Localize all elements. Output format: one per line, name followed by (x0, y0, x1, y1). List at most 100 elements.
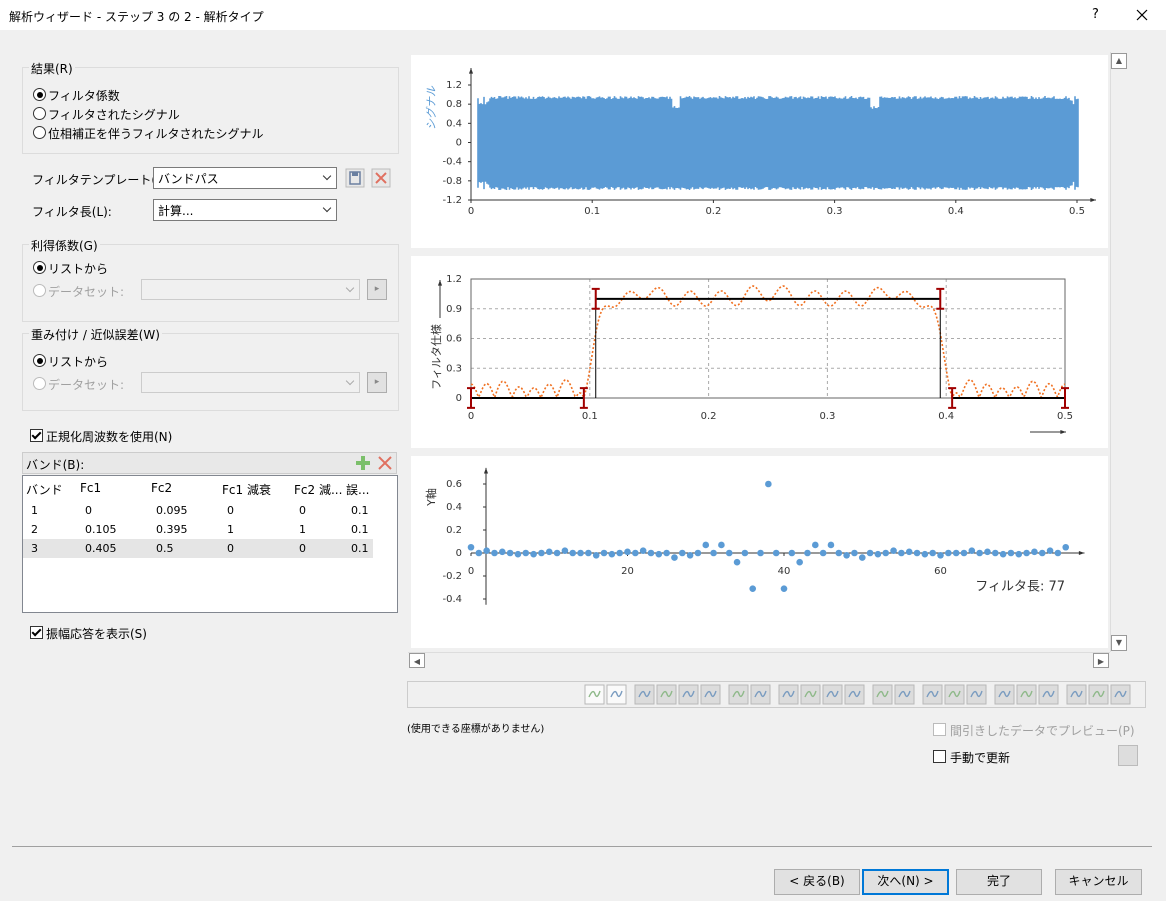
toolbar-glyph (682, 690, 695, 698)
coefficient-point (475, 549, 483, 557)
table-cell: 0 (299, 504, 306, 517)
checkbox-label: 手動で更新 (950, 751, 1011, 765)
x-tick-label: 40 (778, 566, 791, 577)
column-header[interactable]: Fc2 (151, 481, 173, 495)
coefficient-point (467, 543, 475, 551)
axis-arrow (1090, 197, 1096, 203)
y-tick-label: 0.6 (446, 479, 462, 490)
y-tick-label: -1.2 (442, 195, 462, 206)
coefficient-point (694, 549, 702, 557)
scroll-left[interactable]: ◀ (409, 653, 425, 668)
toolbar-glyph (1020, 690, 1033, 698)
finish-button[interactable]: 完了 (956, 869, 1042, 895)
coefficient-point (561, 547, 569, 554)
radio-button[interactable] (33, 261, 46, 274)
toolbar-icons (584, 684, 1131, 705)
checkbox[interactable] (933, 750, 946, 763)
column-header[interactable]: Fc1 減衰 (222, 483, 271, 497)
toolbar-glyph (1070, 690, 1083, 698)
table-cell: 0.1 (351, 542, 369, 555)
column-header[interactable]: 誤... (346, 483, 370, 497)
coefficient-point (514, 550, 522, 558)
table-cell: 0.1 (351, 504, 369, 517)
radio-button[interactable] (33, 126, 46, 139)
charts: -1.2 -0.8 -0.4 0 0.4 0.8 1.2 0 0.1 0.2 0.3 0.4 0.5 シグ… (411, 55, 1108, 648)
y-tick-label: 0.3 (446, 363, 462, 374)
checkbox[interactable] (30, 429, 43, 442)
coefficient-point (655, 550, 663, 558)
coefficient-point (718, 541, 725, 549)
group-box (22, 244, 399, 322)
help-button[interactable]: ? (1092, 7, 1099, 22)
cancel-button[interactable]: キャンセル (1055, 869, 1142, 895)
error-bar (591, 287, 600, 310)
column-header[interactable]: Fc1 (80, 481, 102, 495)
error-bar (579, 387, 588, 409)
group-label: 重み付け / 近似誤差(W) (29, 326, 162, 343)
next-button[interactable]: 次へ(N) > (862, 869, 949, 895)
toolbar-glyph (1114, 690, 1127, 698)
error-bar (1061, 387, 1069, 409)
template-icons[interactable] (345, 168, 393, 188)
band-icons[interactable] (353, 453, 395, 473)
combo-box (141, 372, 360, 393)
x-tick-label: 0.1 (582, 411, 598, 422)
radio-button[interactable] (33, 107, 46, 120)
toolbar-glyph (704, 690, 717, 698)
radio-label: 位相補正を伴うフィルタされたシグナル (48, 127, 264, 141)
coefficient-point (741, 549, 749, 557)
coefficient-point (858, 554, 866, 561)
scroll-up[interactable]: ▲ (1111, 53, 1127, 69)
axis-arrow (1078, 550, 1085, 556)
back-button[interactable]: < 戻る(B) (774, 869, 860, 895)
horizontal-scrollbar[interactable] (408, 652, 1110, 670)
table-cell: 3 (31, 542, 38, 555)
group-label: 利得係数(G) (29, 237, 100, 254)
coefficient-point (874, 550, 882, 558)
y-tick-label: -0.2 (442, 571, 462, 582)
table-cell: 0 (85, 504, 92, 517)
coefficient-point (733, 558, 741, 566)
y-tick-label: 0 (456, 138, 462, 149)
scroll-right[interactable]: ▶ (1093, 653, 1109, 668)
y-axis-label: Y軸 (424, 488, 438, 507)
y-tick-label: 0.2 (446, 525, 462, 536)
coefficient-point (905, 548, 913, 556)
column-header[interactable]: Fc2 減... (294, 483, 343, 497)
axis-arrow (1060, 429, 1066, 435)
y-axis-label: フィルタ仕様 (429, 324, 443, 390)
title-bar (0, 0, 1166, 30)
coefficient-point (608, 550, 616, 558)
coefficient-point (882, 549, 890, 557)
y-tick-label: 0 (456, 548, 462, 559)
toolbar-glyph (754, 690, 767, 698)
coefficient-point (1046, 547, 1054, 554)
column-header[interactable]: バンド (26, 483, 63, 497)
annotation: フィルタ長: 77 (975, 580, 1065, 595)
coefficient-point (616, 549, 623, 557)
group-box (22, 333, 399, 411)
refresh-button[interactable] (1118, 745, 1138, 766)
table-cell: 0 (299, 542, 306, 555)
coefficient-point (538, 549, 545, 557)
radio-label: データセット: (48, 378, 125, 392)
vertical-scrollbar[interactable] (1110, 52, 1129, 652)
close-button[interactable] (1136, 9, 1148, 21)
table-cell: 0.395 (156, 523, 188, 536)
coefficient-point (1007, 549, 1015, 557)
coefficient-point (929, 549, 936, 557)
radio-button[interactable] (33, 88, 46, 101)
x-tick-label: 0 (468, 566, 474, 577)
combo-box[interactable]: 計算... (153, 199, 337, 221)
axis-arrow (483, 467, 489, 474)
radio-button[interactable] (33, 354, 46, 367)
coefficient-point (968, 547, 976, 554)
combo-box[interactable]: バンドパス (153, 167, 337, 189)
scroll-down[interactable]: ▼ (1111, 635, 1127, 651)
coefficient-point (577, 549, 584, 557)
coefficient-point (585, 549, 592, 557)
checkbox[interactable] (30, 626, 43, 639)
radio-label: データセット: (48, 285, 125, 299)
coefficient-point (999, 550, 1007, 558)
toolbar-glyph (876, 690, 889, 698)
